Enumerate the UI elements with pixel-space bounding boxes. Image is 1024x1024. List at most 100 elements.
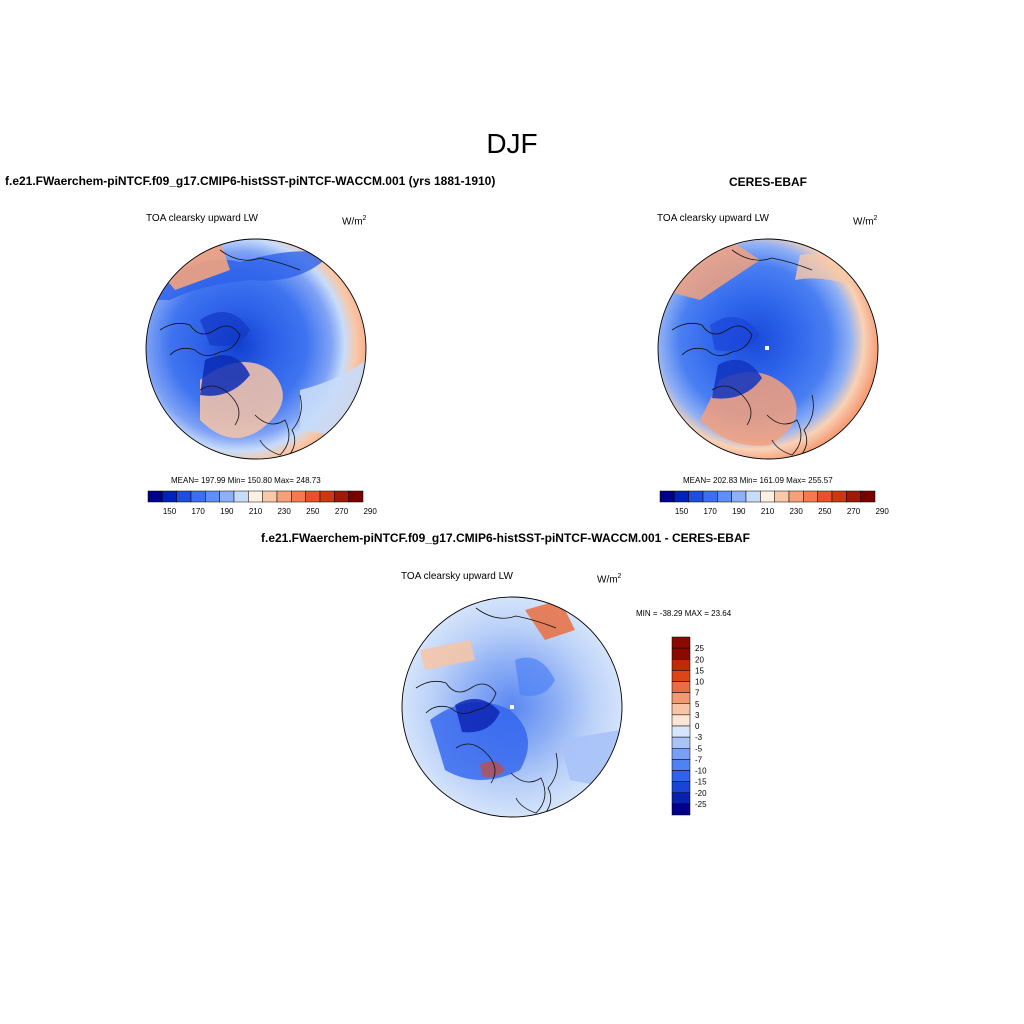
model-colorbar-swatch: [205, 490, 220, 503]
diff-colorbar-swatch: [671, 736, 691, 749]
model-colorbar-swatch: [176, 490, 192, 503]
panel3-stats: MIN = -38.29 MAX = 23.64: [636, 609, 732, 618]
diff-coastlines: [415, 607, 558, 817]
model-colorbar-tick-label: 290: [363, 507, 377, 516]
diff-colorbar-swatch: [671, 748, 691, 760]
obs-colorbar-swatch: [702, 490, 718, 503]
model-colorbar-tick-label: 270: [335, 507, 349, 516]
season-title: DJF: [486, 128, 538, 159]
diff-colorbar: 25 20 15 10 7 5 3 0 -3 -5 -7 -10 -15 -20 -25: [671, 636, 707, 816]
obs-colorbar-tick-label: 270: [847, 507, 861, 516]
panel1-units: W/m2: [342, 215, 367, 228]
diff-colorbar-swatch: [671, 725, 691, 738]
model-colorbar-swatch: [305, 490, 321, 503]
model-coastlines: [159, 249, 302, 459]
model-colorbar-tick-label: 250: [306, 507, 320, 516]
obs-pole-marker: [765, 346, 769, 350]
diff-colorbar-tick-label: -10: [695, 767, 707, 776]
model-colorbar-swatch: [291, 490, 306, 503]
model-colorbar-swatch: [248, 490, 263, 503]
model-colorbar-tick-label: 150: [163, 507, 177, 516]
panel1-stats: MEAN= 197.99 Min= 150.80 Max= 248.73: [171, 476, 321, 485]
diff-colorbar-tick-label: -20: [695, 789, 707, 798]
obs-colorbar-swatch: [745, 490, 761, 503]
diff-colorbar-swatch: [671, 714, 691, 727]
diff-colorbar-tick-label: -5: [695, 744, 703, 753]
diff-colorbar-swatch: [671, 670, 691, 682]
obs-colorbar-swatch: [774, 490, 790, 503]
obs-colorbar-tick-label: 210: [761, 507, 775, 516]
diff-colorbar-tick-label: 15: [695, 666, 704, 675]
model-colorbar: 150 170 190 210 230 250 270 290: [147, 490, 377, 516]
obs-colorbar-tick-label: 290: [875, 507, 889, 516]
model-map-border: [145, 238, 367, 460]
diff-colorbar-swatch: [671, 703, 691, 716]
diff-colorbar-swatch: [671, 759, 691, 771]
diff-colorbar-swatch: [671, 770, 691, 782]
model-colorbar-swatch: [190, 490, 206, 503]
model-colorbar-swatch: [319, 490, 335, 503]
diff-colorbar-swatch: [671, 692, 691, 704]
panel1-case-title: f.e21.FWaerchem-piNTCF.f09_g17.CMIP6-his…: [5, 174, 496, 188]
diff-colorbar-tick-label: 0: [695, 722, 700, 731]
model-colorbar-swatch: [276, 490, 292, 503]
obs-colorbar: 150 170 190 210 230 250 270 290: [659, 490, 889, 516]
panel2-units: W/m2: [853, 215, 878, 228]
panel3-case-title: f.e21.FWaerchem-piNTCF.f09_g17.CMIP6-his…: [261, 531, 750, 545]
diff-colorbar-tick-label: -7: [695, 755, 703, 764]
obs-colorbar-swatch: [831, 490, 847, 503]
panel3-units: W/m2: [597, 573, 622, 586]
diff-colorbar-tick-label: 5: [695, 700, 700, 709]
obs-map-border: [657, 238, 879, 460]
model-colorbar-swatch: [147, 490, 163, 503]
obs-coastlines: [671, 249, 814, 459]
model-colorbar-tick-label: 170: [191, 507, 205, 516]
obs-colorbar-swatch: [760, 490, 775, 503]
obs-colorbar-tick-label: 230: [789, 507, 803, 516]
obs-colorbar-swatch: [659, 490, 675, 503]
diff-colorbar-swatch: [671, 647, 691, 660]
panel2-case-title: CERES-EBAF: [729, 175, 808, 189]
model-colorbar-swatch: [262, 490, 278, 503]
model-colorbar-tick-label: 210: [249, 507, 263, 516]
obs-colorbar-swatch: [788, 490, 804, 503]
model-colorbar-tick-label: 190: [220, 507, 234, 516]
diff-colorbar-tick-label: 10: [695, 678, 704, 687]
diff-colorbar-tick-label: 7: [695, 689, 700, 698]
diff-colorbar-tick-label: 20: [695, 655, 704, 664]
diff-colorbar-tick-label: -15: [695, 778, 707, 787]
obs-colorbar-swatch: [803, 490, 818, 503]
diff-colorbar-swatch: [671, 781, 691, 793]
diff-map-border: [401, 596, 623, 818]
diff-colorbar-swatch: [671, 659, 691, 671]
diff-colorbar-tick-label: 25: [695, 644, 704, 653]
obs-colorbar-swatch: [731, 490, 747, 503]
diff-colorbar-tick-label: -3: [695, 733, 703, 742]
panel2-stats: MEAN= 202.83 Min= 161.09 Max= 255.57: [683, 476, 833, 485]
obs-colorbar-swatch: [717, 490, 732, 503]
diff-colorbar-swatch: [671, 636, 691, 649]
model-colorbar-swatch: [334, 490, 349, 503]
diff-colorbar-tick-label: 3: [695, 711, 700, 720]
diff-colorbar-swatch: [671, 681, 691, 693]
model-colorbar-swatch: [219, 490, 235, 503]
panel3-variable: TOA clearsky upward LW: [401, 571, 513, 582]
obs-colorbar-tick-label: 190: [732, 507, 746, 516]
obs-colorbar-swatch: [860, 490, 876, 503]
obs-colorbar-swatch: [846, 490, 861, 503]
obs-colorbar-tick-label: 170: [703, 507, 717, 516]
model-colorbar-tick-label: 230: [277, 507, 291, 516]
diff-pole-marker: [510, 705, 514, 709]
diff-colorbar-swatch: [671, 803, 691, 816]
model-colorbar-swatch: [162, 490, 177, 503]
diff-colorbar-swatch: [671, 792, 691, 805]
panel1-variable: TOA clearsky upward LW: [146, 213, 258, 224]
model-colorbar-swatch: [348, 490, 364, 503]
obs-colorbar-swatch: [817, 490, 833, 503]
obs-colorbar-swatch: [688, 490, 704, 503]
obs-colorbar-tick-label: 250: [818, 507, 832, 516]
obs-colorbar-swatch: [674, 490, 689, 503]
diff-colorbar-tick-label: -25: [695, 800, 707, 809]
